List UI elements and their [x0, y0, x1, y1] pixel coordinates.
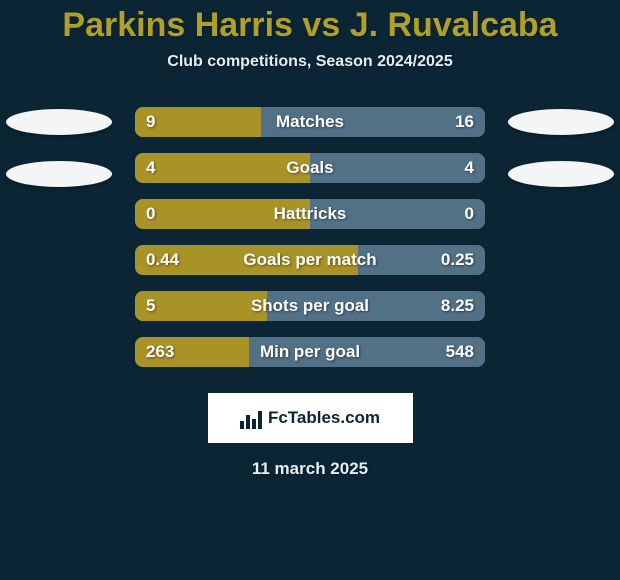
stat-bar: Shots per goal — [135, 291, 485, 321]
stats-container: Matches9 16 Goals4 4 Hattricks0 0 Goals per ma… — [0, 99, 620, 375]
stat-bar: Min per goal — [135, 337, 485, 367]
page-title: Parkins Harris vs J. Ruvalcaba — [0, 0, 620, 45]
subtitle: Club competitions, Season 2024/2025 — [0, 53, 620, 71]
stat-bar: Matches — [135, 107, 485, 137]
title-vs: vs — [293, 6, 350, 44]
stat-value-left: 0 — [146, 199, 155, 229]
stat-value-right: 548 — [446, 337, 474, 367]
stat-label: Hattricks — [135, 199, 485, 229]
stat-value-right: 16 — [455, 107, 474, 137]
stat-row: Hattricks0 0 — [0, 191, 620, 237]
brand-text: FcTables.com — [268, 408, 380, 428]
stat-bar: Goals per match — [135, 245, 485, 275]
player-left-name: Parkins Harris — [62, 6, 293, 44]
stat-label: Goals — [135, 153, 485, 183]
stat-value-left: 4 — [146, 153, 155, 183]
team-badge-left — [6, 109, 112, 135]
stat-value-left: 5 — [146, 291, 155, 321]
stat-row: Goals per match0.44 0.25 — [0, 237, 620, 283]
team-badge-left — [6, 161, 112, 187]
team-badge-right — [508, 109, 614, 135]
stat-value-right: 4 — [465, 153, 474, 183]
stat-row: Shots per goal5 8.25 — [0, 283, 620, 329]
stat-label: Matches — [135, 107, 485, 137]
stat-value-left: 9 — [146, 107, 155, 137]
stat-label: Min per goal — [135, 337, 485, 367]
date-text: 11 march 2025 — [0, 459, 620, 479]
stat-value-right: 0.25 — [441, 245, 474, 275]
comparison-infographic: Parkins Harris vs J. Ruvalcaba Club comp… — [0, 0, 620, 580]
stat-row: Min per goal263 548 — [0, 329, 620, 375]
stat-value-right: 8.25 — [441, 291, 474, 321]
stat-bar: Hattricks — [135, 199, 485, 229]
stat-value-right: 0 — [465, 199, 474, 229]
brand-badge: FcTables.com — [208, 393, 413, 443]
stat-value-left: 0.44 — [146, 245, 179, 275]
team-badge-right — [508, 161, 614, 187]
stat-value-left: 263 — [146, 337, 174, 367]
stat-label: Shots per goal — [135, 291, 485, 321]
stat-label: Goals per match — [135, 245, 485, 275]
player-right-name: J. Ruvalcaba — [350, 6, 558, 44]
bars-icon — [240, 407, 262, 429]
stat-bar: Goals — [135, 153, 485, 183]
